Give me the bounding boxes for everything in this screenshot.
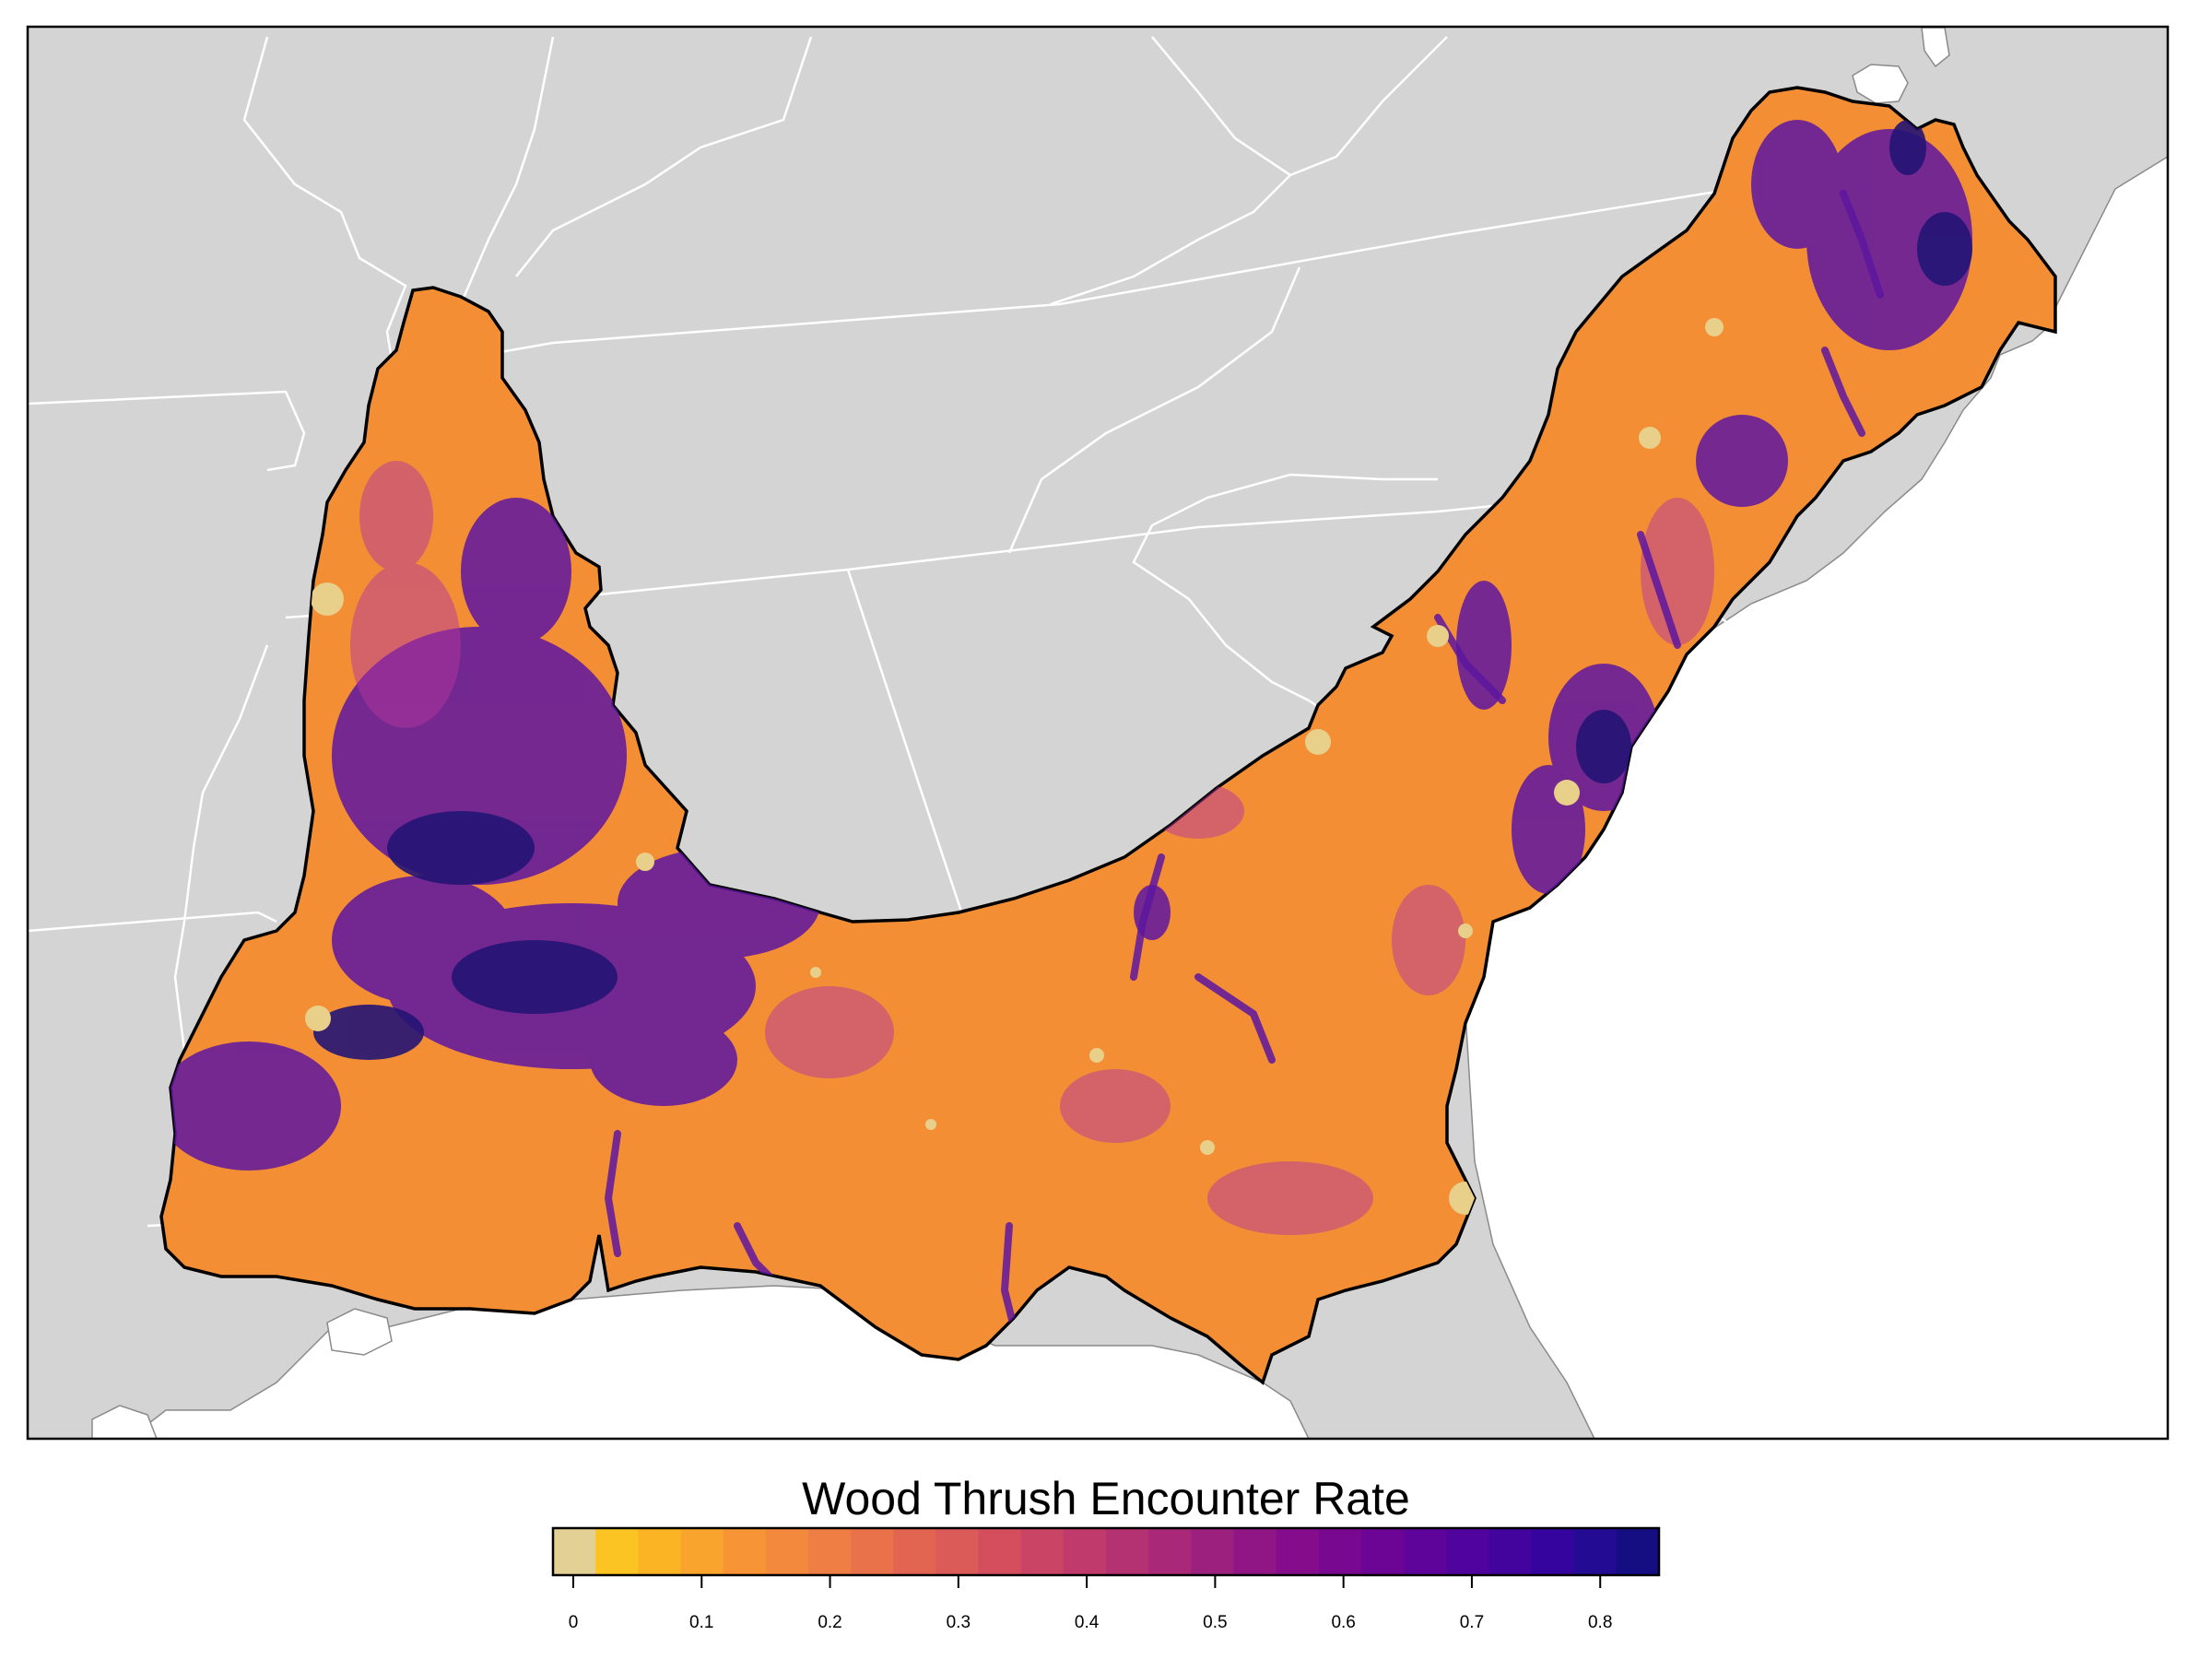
legend-bin [1191,1528,1235,1575]
legend-tick-label: 0.3 [946,1613,971,1632]
legend-tick-label: 0.7 [1459,1613,1485,1632]
bay [91,1405,159,1440]
legend-bin [1063,1528,1107,1575]
legend-tick-label: 0.4 [1074,1613,1100,1632]
legend-bin [1106,1528,1149,1575]
legend-bin [595,1528,639,1575]
legend-colorbar-frame [551,1526,1661,1577]
legend-bin [553,1528,596,1575]
legend-bin [1573,1528,1618,1575]
legend-bin [851,1528,894,1575]
legend-bin [1446,1528,1489,1575]
legend-bin [680,1528,724,1575]
legend-colorbar [553,1528,1660,1575]
legend-title: Wood Thrush Encounter Rate [802,1473,1410,1524]
legend-bin [1531,1528,1575,1575]
legend-bin [1404,1528,1447,1575]
legend-tick-label: 0 [568,1613,579,1632]
map-frame [26,25,2170,1441]
legend-bin [1616,1528,1660,1575]
legend-bin [935,1528,980,1575]
legend-bin [807,1528,852,1575]
legend-bin [1233,1528,1277,1575]
legend-bin [1020,1528,1065,1575]
legend-tick-label: 0.8 [1587,1613,1613,1632]
legend-bin [1488,1528,1533,1575]
legend-bin [723,1528,767,1575]
legend-tick-label: 0.5 [1203,1613,1228,1632]
legend-bin [1360,1528,1405,1575]
legend-bin [1148,1528,1192,1575]
legend-bin [978,1528,1022,1575]
legend-ticks [572,1575,1602,1588]
legend-tick-label: 0.1 [689,1613,714,1632]
bay [326,1308,393,1356]
legend-tick-label: 0.2 [818,1613,842,1632]
bay [1852,64,1909,104]
legend-bin [765,1528,809,1575]
legend-bin [638,1528,682,1575]
legend-tick-label: 0.6 [1331,1613,1356,1632]
encounter-rate-raster [161,120,1972,1331]
legend-bin [893,1528,936,1575]
legend-bin [1276,1528,1320,1575]
legend-bin [1318,1528,1362,1575]
